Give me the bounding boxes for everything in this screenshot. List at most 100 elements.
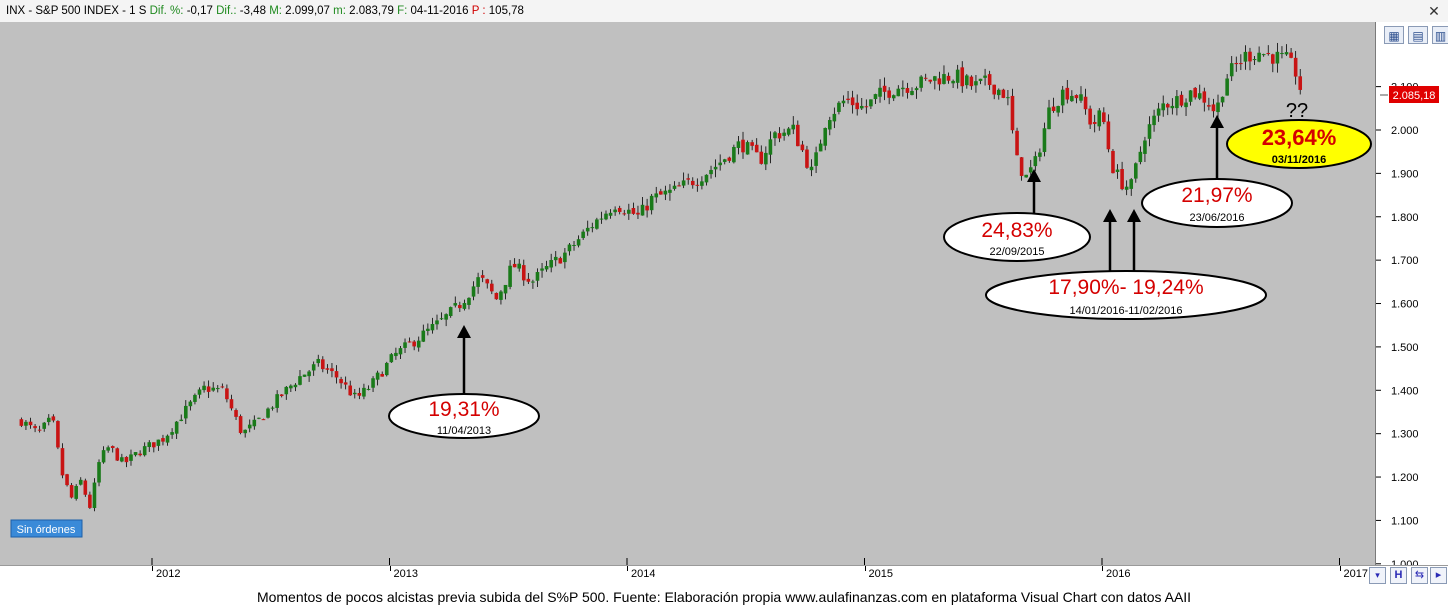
x-tick-mark [864, 566, 866, 571]
x-tick-label: 2017 [1343, 568, 1368, 580]
candle-down [161, 438, 165, 442]
candle-down [923, 77, 928, 79]
candle-down [234, 410, 238, 417]
candle-up [243, 429, 247, 434]
candle-down [805, 149, 809, 168]
candle-down [225, 388, 229, 400]
panel-icon[interactable]: ▥ [1432, 26, 1448, 44]
candle-down [1248, 51, 1252, 62]
candle-down [220, 386, 225, 388]
candle-down [750, 142, 754, 146]
time-axis-bar: ▾ H ⇆ ▸ 2012 2013 2014 2015 2016 2017 [0, 565, 1448, 586]
candle-down [1065, 87, 1070, 100]
x-tick-label: 2015 [868, 568, 893, 580]
candle-up [681, 180, 686, 186]
x-axis-ticks [151, 558, 1340, 565]
candle-up [92, 482, 97, 509]
candle-up [768, 139, 773, 155]
chart-type-icon[interactable]: ▦ [1384, 26, 1404, 44]
candle-down [905, 88, 910, 93]
candle-up [764, 152, 768, 165]
annotation-2016a-arrowhead [1103, 209, 1117, 222]
period-h-icon[interactable]: H [1390, 567, 1407, 584]
candle-up [563, 252, 567, 263]
candle-up [572, 245, 576, 247]
candle-up [709, 169, 713, 175]
candle-down [1092, 122, 1097, 124]
candle-up [266, 408, 270, 418]
candle-up [832, 113, 837, 122]
candle-down [855, 102, 859, 110]
candle-up [316, 358, 321, 364]
candle-down [1165, 104, 1170, 108]
candle-down [937, 78, 942, 85]
candle-up [289, 385, 293, 389]
candle-down [321, 359, 325, 370]
candle-down [412, 341, 416, 347]
header-p-label: P : [471, 5, 486, 17]
candle-up [1220, 96, 1225, 103]
candle-up [1033, 156, 1038, 167]
chart-header: INX - S&P 500 INDEX - 1 S Dif. %: -0,17 … [0, 0, 1448, 23]
candle-down [138, 453, 142, 456]
candle-up [914, 88, 919, 91]
candle-up [147, 442, 152, 448]
scroll-right-icon[interactable]: ▸ [1430, 567, 1447, 584]
y-tick-label: 1.300 [1391, 429, 1419, 441]
candle-up [375, 372, 380, 380]
candle-up [444, 314, 448, 320]
last-price-bg [1389, 86, 1439, 103]
candle-down [19, 419, 24, 426]
close-icon[interactable]: ✕ [1428, 3, 1440, 19]
candle-down [407, 341, 412, 343]
candle-up [430, 324, 435, 331]
candle-down [686, 178, 691, 180]
candle-down [636, 212, 640, 215]
candle-up [1079, 94, 1083, 101]
window-layout-icon[interactable]: ▤ [1408, 26, 1428, 44]
zoom-icon[interactable]: ⇆ [1411, 567, 1428, 584]
candle-up [1147, 124, 1152, 139]
candle-down [850, 97, 855, 106]
candle-up [535, 272, 540, 281]
candle-up [544, 266, 549, 270]
x-tick-mark [1339, 566, 1341, 571]
y-tick-label: 2.000 [1391, 125, 1419, 137]
candle-up [508, 265, 512, 287]
candle-up [873, 94, 878, 100]
candle-up [942, 74, 946, 84]
candle-up [1261, 54, 1266, 56]
candle-down [1051, 106, 1056, 112]
status-badge-bg [10, 519, 83, 538]
y-tick-label: 1.900 [1391, 168, 1419, 180]
candle-up [590, 227, 595, 229]
annotation-current-value: 23,64% [1262, 125, 1337, 150]
candle-up [211, 387, 216, 391]
candle-down [1001, 89, 1006, 98]
candle-up [732, 146, 736, 163]
annotation-2016-early-date: 14/01/2016-11/02/2016 [1070, 305, 1183, 317]
candle-down [1083, 96, 1088, 110]
candle-up [549, 260, 553, 268]
price-plot[interactable]: 19,31% 11/04/2013 24,83% 22/09/2015 17,9… [0, 22, 1375, 565]
candle-down [558, 258, 563, 264]
scroll-left-icon[interactable]: ▾ [1369, 567, 1386, 584]
candle-up [46, 417, 51, 423]
candle-down [1010, 95, 1015, 131]
candle-down [777, 133, 782, 139]
candle-down [330, 368, 334, 372]
header-f-label: F: [397, 5, 408, 17]
price-axis-panel: ▦ ▤ ▥ 1.000 1.100 1.200 1.300 1.400 1.500 1.60… [1375, 22, 1448, 565]
candle-up [1257, 52, 1261, 62]
candle-up [421, 330, 426, 342]
candle-down [65, 474, 69, 486]
candle-down [1179, 94, 1184, 106]
candle-up [453, 303, 458, 306]
candle-up [1124, 186, 1129, 190]
annotation-current-bubble [1226, 119, 1372, 169]
candle-up [910, 90, 914, 95]
candle-down [960, 67, 965, 87]
candle-down [759, 151, 764, 164]
candle-up [435, 320, 439, 325]
candle-up [142, 446, 147, 456]
